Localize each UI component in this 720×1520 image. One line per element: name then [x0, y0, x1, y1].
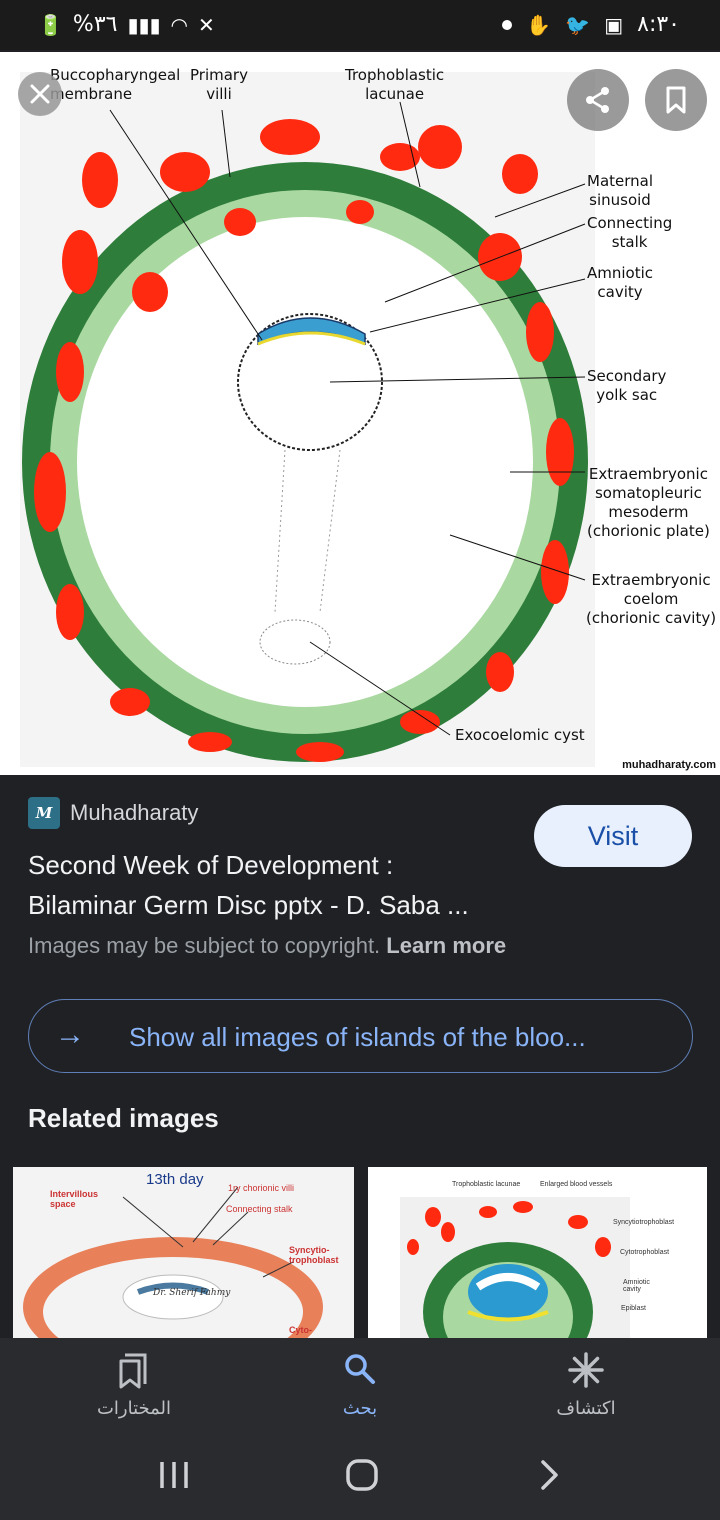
thumb2-cyto: Cytotrophoblast [620, 1249, 670, 1256]
battery-percent: %٣٦ [72, 12, 118, 37]
thumb1-author: Dr. Sherif Fahmy [153, 1288, 231, 1298]
twitter-icon: 🐦 [565, 12, 591, 37]
back-button[interactable] [538, 1458, 562, 1501]
search-icon [280, 1352, 440, 1394]
home-button[interactable] [345, 1458, 379, 1501]
copyright-text: Images may be subject to copyright. [28, 933, 381, 958]
close-icon [30, 84, 50, 104]
share-button[interactable] [567, 69, 629, 131]
related-images-heading: Related images [28, 1103, 219, 1133]
mute-icon: ✕ [197, 12, 215, 37]
thumb2-amniotic: Amniotic cavity [623, 1279, 650, 1293]
label-connecting-stalk: Connecting stalk [587, 214, 673, 251]
source-row[interactable]: M Muhadharaty [28, 797, 198, 829]
thumb1-intervillous: Intervillous space [50, 1189, 99, 1209]
label-somatopleuric: Extraembryonic somatopleuric mesoderm (c… [587, 465, 710, 540]
bottom-navigation: المختارات بحث اكتشاف [0, 1338, 720, 1438]
hand-icon: ✋ [526, 12, 552, 37]
related-image-thumb[interactable]: Trophoblastic lacunae Enlarged blood ves… [368, 1167, 707, 1342]
label-trophoblastic-lacunae: Trophoblastic lacunae [345, 66, 445, 103]
label-secondary-yolk-sac: Secondary yolk sac [587, 367, 667, 404]
home-icon [346, 1459, 378, 1491]
thumb-diagram [13, 1167, 354, 1342]
nav-search[interactable]: بحث [280, 1352, 440, 1419]
battery-icon: 🔋 [38, 12, 63, 37]
source-logo: M [28, 797, 60, 829]
thumb1-stalk: Connecting stalk [226, 1204, 293, 1214]
visit-button[interactable]: Visit [534, 805, 692, 867]
source-name: Muhadharaty [70, 800, 199, 825]
thumb-diagram [368, 1167, 707, 1342]
label-amniotic-cavity: Amniotic cavity [587, 264, 654, 301]
clock: ٨:٣٠ [637, 12, 680, 37]
thumb2-lacunae: Trophoblastic lacunae [452, 1181, 521, 1188]
thumb1-syncytio: Syncytio- trophoblast [289, 1245, 339, 1265]
nav-discover-label: اكتشاف [556, 1398, 616, 1418]
collections-icon [54, 1352, 214, 1394]
thumb1-chorionic: 1ry chorionic villi [228, 1183, 295, 1193]
learn-more-link[interactable]: Learn more [386, 933, 507, 958]
close-button[interactable] [18, 72, 62, 116]
thumb2-epiblast: Epiblast [621, 1305, 646, 1312]
thumb2-vessels: Enlarged blood vessels [540, 1181, 613, 1188]
chevron-right-icon [541, 1460, 558, 1490]
notification-dot-icon [502, 19, 513, 30]
show-all-images-button[interactable]: → Show all images of islands of the bloo… [28, 999, 693, 1073]
label-exocoelomic-cyst: Exocoelomic cyst [455, 726, 585, 744]
system-navigation [0, 1438, 720, 1520]
bookmark-icon [666, 86, 686, 114]
recent-apps-button[interactable] [158, 1458, 190, 1501]
signal-icon: ▮▮▮ [127, 12, 161, 37]
status-right: ✋ 🐦 ▣ ٨:٣٠ [502, 12, 680, 37]
nav-favorites-label: المختارات [96, 1398, 172, 1418]
watermark: muhadharaty.com [622, 759, 716, 771]
recent-apps-icon [160, 1462, 188, 1488]
share-icon [586, 87, 609, 113]
nav-discover[interactable]: اكتشاف [506, 1352, 666, 1419]
label-maternal-sinusoid: Maternal sinusoid [587, 172, 654, 209]
image-viewer[interactable]: Buccopharyngeal membrane Primary villi T… [0, 52, 720, 775]
wifi-icon: ◠ [170, 12, 188, 37]
label-buccopharyngeal: Buccopharyngeal membrane [50, 66, 181, 103]
embryo-diagram [20, 72, 595, 767]
label-chorionic-cavity: Extraembryonic coelom (chorionic cavity) [586, 571, 717, 627]
nav-search-label: بحث [342, 1398, 378, 1418]
nav-favorites[interactable]: المختارات [54, 1352, 214, 1419]
result-title[interactable]: Second Week of Development : Bilaminar G… [28, 850, 469, 920]
thumb2-syncytio: Syncytiotrophoblast [613, 1219, 675, 1226]
show-all-label: Show all images of islands of the bloo..… [129, 1022, 586, 1052]
copyright-notice: Images may be subject to copyright. Lear… [28, 933, 506, 959]
status-left: 🔋 %٣٦ ▮▮▮ ◠ ✕ [38, 12, 215, 37]
thumb1-title: 13th day [146, 1171, 204, 1188]
asterisk-icon [506, 1352, 666, 1394]
status-bar: 🔋 %٣٦ ▮▮▮ ◠ ✕ ✋ 🐦 ▣ ٨:٣٠ [0, 0, 720, 50]
related-image-thumb[interactable]: 13th day Intervillous space 1ry chorioni… [13, 1167, 354, 1342]
label-primary-villi: Primary villi [190, 66, 248, 103]
gallery-icon: ▣ [604, 12, 624, 37]
thumb1-cyto: Cyto- [289, 1325, 312, 1335]
arrow-right-icon: → [55, 1018, 85, 1051]
bookmark-button[interactable] [645, 69, 707, 131]
